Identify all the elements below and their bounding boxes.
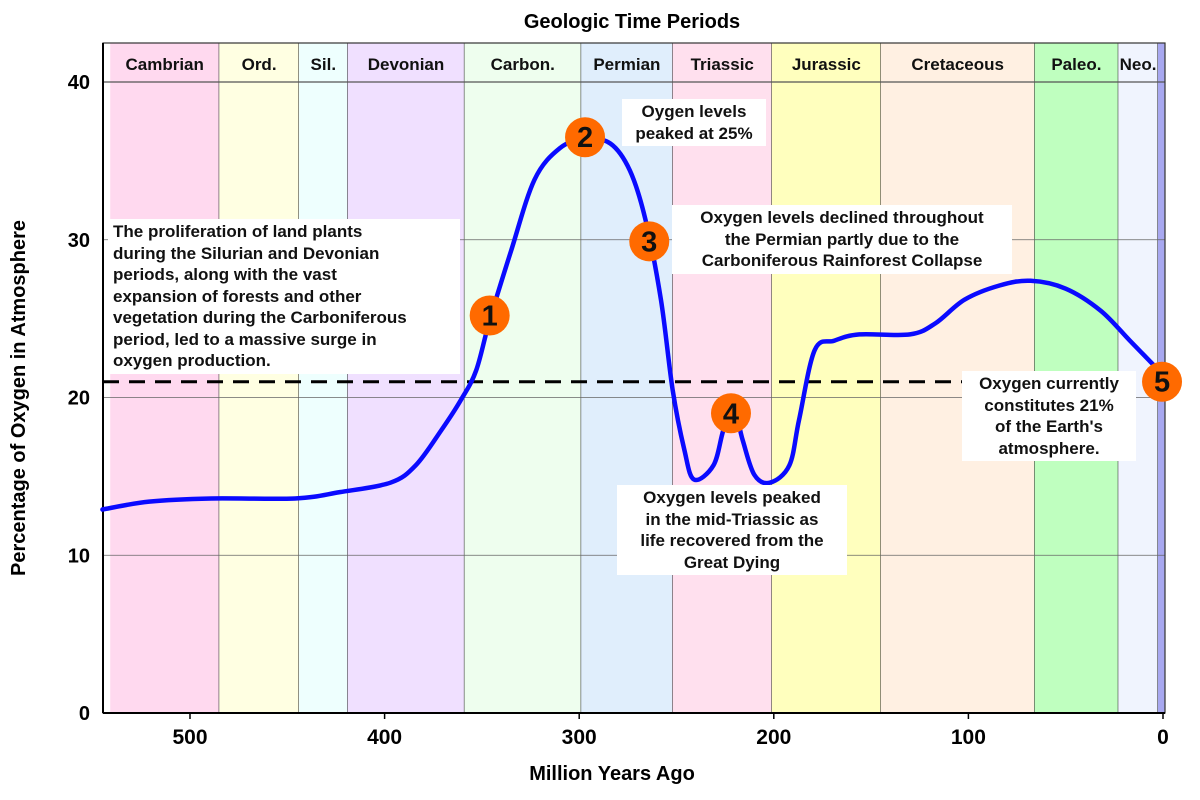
annotation-line: of the Earth's — [995, 417, 1103, 436]
annotation-line: expansion of forests and other — [113, 286, 362, 306]
oxygen-line — [100, 136, 1162, 512]
annotation-line: Oxygen levels declined throughout — [700, 208, 984, 227]
period-label: Sil. — [311, 55, 337, 74]
y-axis-label: Percentage of Oxygen in Atmosphere — [8, 220, 30, 576]
annotation-line: Oxygen levels peaked — [643, 488, 821, 507]
markers-group: 1 2 3 4 5 — [469, 117, 1183, 434]
period-label: Devonian — [368, 55, 445, 74]
y-tick-label: 20 — [68, 388, 90, 410]
x-tick-label: 0 — [1157, 726, 1169, 749]
annotation-triassic: Oxygen levels peaked in the mid-Triassic… — [617, 485, 847, 575]
annotation-line: period, led to a massive surge in — [113, 329, 377, 349]
y-tick-label: 0 — [79, 703, 90, 725]
annotation-line: life recovered from the — [640, 531, 824, 550]
period-band — [672, 43, 772, 713]
marker-circle — [1142, 361, 1183, 402]
period-label: Cambrian — [125, 55, 203, 74]
y-tick-label: 10 — [68, 545, 90, 567]
annotation-line: vegetation during the Carboniferous — [113, 308, 407, 327]
period-band — [347, 43, 465, 713]
y-tick-labels: 0 10 20 30 40 — [68, 72, 90, 725]
annotation-line: Great Dying — [683, 552, 781, 572]
x-tick-label: 300 — [562, 726, 597, 749]
annotation-line: atmosphere. — [998, 438, 1100, 458]
x-tick-label: 400 — [367, 726, 402, 749]
annotation-permian-decline: Oxygen levels declined throughout the Pe… — [672, 205, 1012, 274]
period-band — [581, 43, 673, 713]
period-label: Paleo. — [1051, 55, 1101, 74]
annotation-line: constitutes 21% — [984, 395, 1114, 415]
annotation-line: Carboniferous Rainforest Collapse — [701, 251, 983, 270]
period-label: Cretaceous — [911, 55, 1004, 74]
marker-circle — [629, 221, 670, 262]
y-tick-label: 40 — [68, 72, 90, 94]
series-group — [100, 136, 1162, 512]
annotation-line: in the mid-Triassic as — [645, 509, 819, 529]
x-tick-label: 200 — [756, 726, 791, 749]
period-label: Jurassic — [792, 55, 861, 74]
annotation-line: oxygen production. — [113, 351, 271, 370]
annotation-line: the Permian partly due to the — [724, 229, 960, 249]
period-band — [110, 43, 220, 713]
marker-number: 2 — [577, 122, 593, 154]
period-label: Permian — [593, 55, 660, 74]
period-band — [771, 43, 881, 713]
annotation-line: periods, along with the vast — [113, 265, 337, 284]
chart-title: Geologic Time Periods — [524, 11, 740, 33]
annotation-line: Oygen levels — [641, 102, 747, 121]
annotation-current: Oxygen currently constitutes 21% of the … — [962, 371, 1136, 461]
period-band — [298, 43, 348, 713]
marker-circle — [565, 117, 606, 158]
x-tick-labels: 500 400 300 200 100 0 — [172, 713, 1169, 749]
x-tick-label: 100 — [951, 726, 986, 749]
marker-number: 5 — [1154, 367, 1170, 399]
period-label: Ord. — [242, 55, 277, 74]
annotation-line: The proliferation of land plants — [113, 222, 363, 241]
marker-number: 1 — [482, 300, 498, 332]
annotation-line: during the Silurian and Devonian — [113, 243, 380, 263]
annotation-line: Oxygen currently — [979, 374, 1119, 393]
annotation-line: peaked at 25% — [635, 123, 753, 143]
annotation-land-plants: The proliferation of land plants during … — [108, 219, 460, 374]
marker-number: 3 — [641, 226, 657, 258]
annotation-peak: Oygen levels peaked at 25% — [622, 99, 766, 146]
period-band — [219, 43, 299, 713]
period-band — [464, 43, 582, 713]
x-axis-label: Million Years Ago — [529, 763, 695, 785]
x-tick-label: 500 — [172, 726, 207, 749]
period-label: Carbon. — [491, 55, 555, 74]
marker-circle — [710, 393, 751, 434]
marker-circle — [469, 295, 510, 336]
marker-number: 4 — [723, 398, 739, 430]
period-bands: Cambrian Ord. Sil. Devonian Carbon. Permian Tr… — [110, 43, 1165, 713]
y-tick-label: 30 — [68, 230, 90, 252]
period-label: Neo. — [1120, 55, 1157, 74]
period-label: Triassic — [691, 55, 754, 74]
